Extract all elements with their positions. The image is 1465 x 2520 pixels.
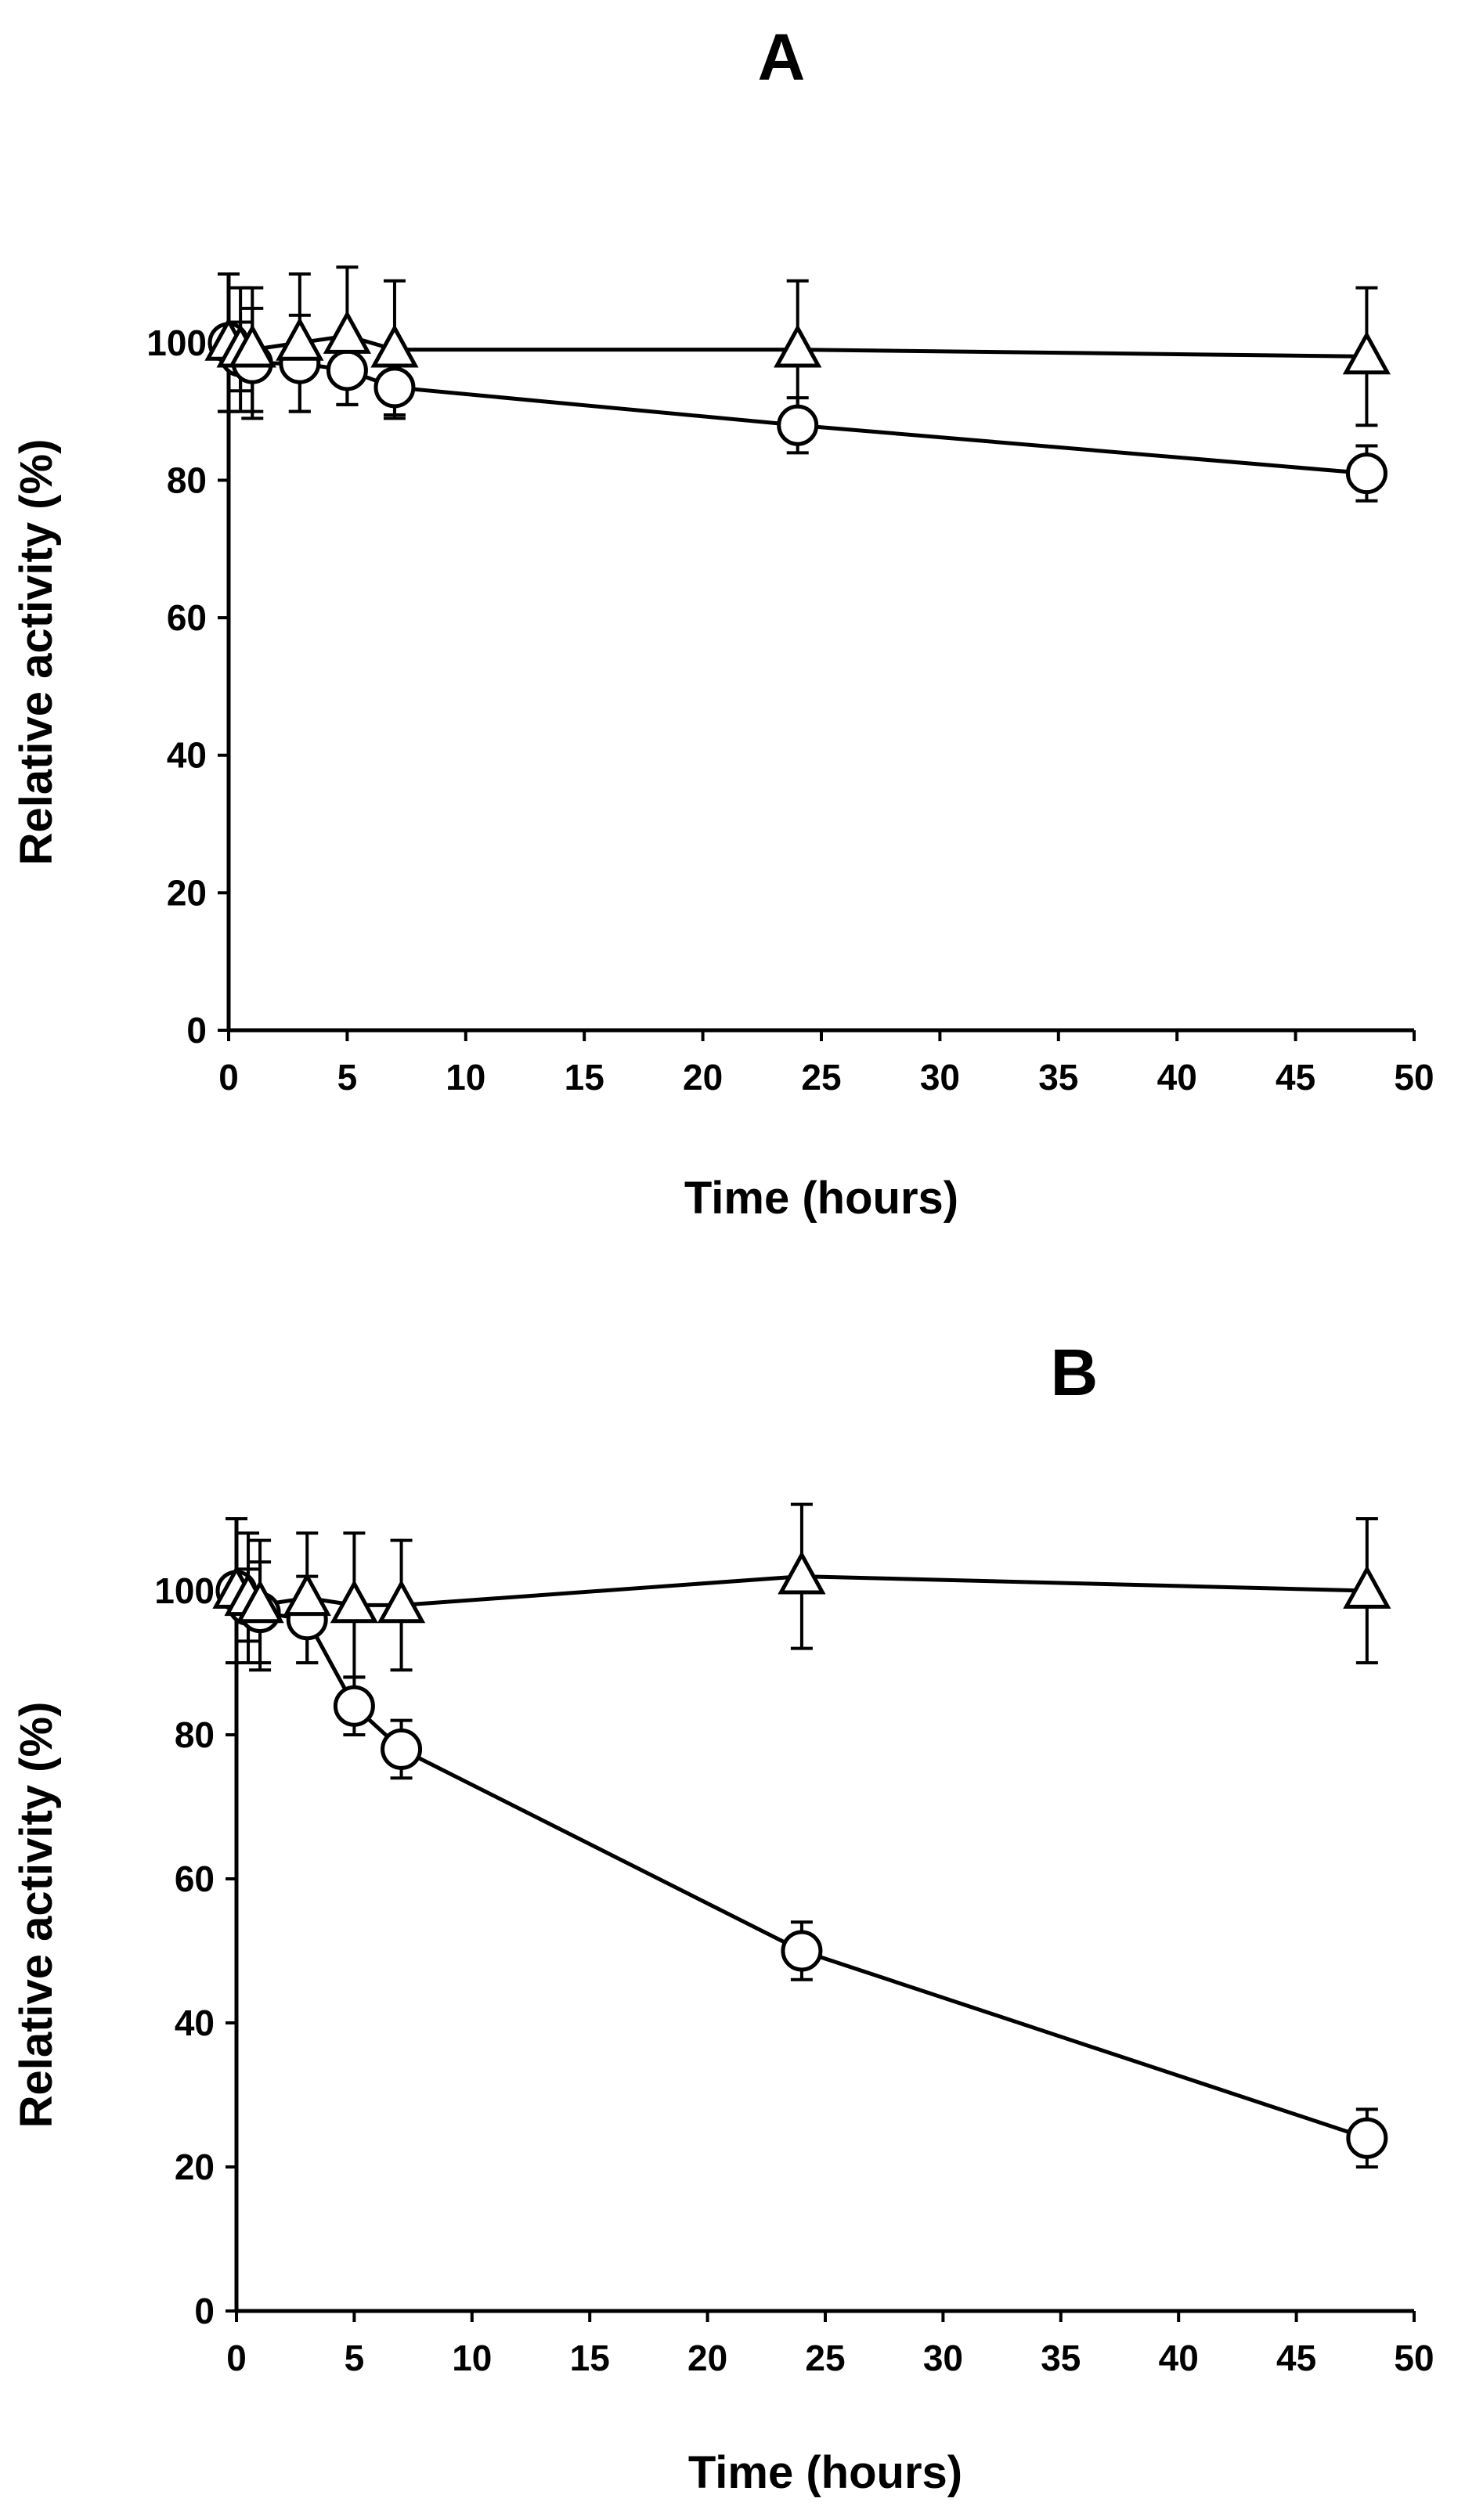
chart-title: B [1051,1336,1099,1409]
y-tick-label: 20 [167,872,207,913]
x-tick-label: 30 [923,2338,963,2378]
y-tick-label: 80 [167,460,207,500]
x-tick-label: 35 [1038,1057,1078,1098]
triangle-marker [283,1572,331,1617]
x-tick-label: 30 [920,1057,960,1098]
x-tick-label: 5 [345,2338,365,2378]
triangle-marker [370,323,419,368]
triangle-marker [276,317,324,361]
y-axis-label: Relative activity (%) [11,439,62,866]
y-tick-label: 60 [175,1858,215,1899]
circle-marker [326,349,368,391]
x-tick-label: 45 [1276,2338,1316,2378]
chart-title: A [758,20,806,94]
x-tick-label: 20 [687,2338,727,2378]
circle-marker [333,1685,375,1727]
y-tick-label: 100 [154,1570,215,1611]
x-tick-label: 50 [1394,1057,1434,1098]
triangle-marker [1342,330,1391,375]
x-tick-label: 20 [683,1057,723,1098]
triangle-marker [330,1579,379,1624]
circle-marker [1345,452,1387,495]
x-tick-label: 5 [337,1057,358,1098]
y-tick-label: 0 [186,1010,207,1051]
x-tick-label: 40 [1159,2338,1199,2378]
x-tick-label: 10 [446,1057,485,1098]
triangle-marker [778,1550,826,1595]
x-tick-label: 35 [1041,2338,1081,2378]
x-tick-label: 25 [805,2338,845,2378]
x-tick-label: 45 [1276,1057,1315,1098]
circle-marker [777,404,819,446]
y-tick-label: 60 [167,597,207,638]
y-tick-label: 40 [167,735,207,776]
x-tick-label: 40 [1157,1057,1197,1098]
triangle-marker [228,323,276,368]
circles-series-line [235,1589,1368,2140]
x-tick-label: 0 [218,1057,239,1098]
y-tick-label: 40 [175,2003,215,2043]
triangle-marker [377,1579,426,1624]
y-tick-label: 100 [146,323,207,363]
triangle-marker [774,323,822,368]
x-tick-label: 0 [226,2338,247,2378]
triangle-marker [1343,1565,1391,1609]
x-tick-label: 25 [801,1057,841,1098]
x-axis-label: Time (hours) [688,2447,962,2498]
y-tick-label: 80 [175,1714,215,1755]
circle-marker [781,1930,823,1972]
x-axis-label: Time (hours) [684,1173,958,1224]
x-tick-label: 50 [1394,2338,1434,2378]
x-tick-label: 10 [452,2338,492,2378]
y-tick-label: 20 [175,2147,215,2187]
x-tick-label: 15 [570,2338,610,2378]
y-tick-label: 0 [194,2291,215,2331]
chart-panel-b: B 0 20 40 60 80 100 0 5 10 15 20 25 30 35 40 45 50 Time (h… [11,1336,1434,2498]
triangle-marker [236,1579,284,1624]
chart-panel-a: A 0 20 40 60 80 100 0 5 10 15 20 25 30 35 40 45 50 Time (h… [11,20,1434,1224]
x-tick-label: 15 [565,1057,604,1098]
y-axis-label: Relative activity (%) [11,1702,62,2129]
circle-marker [1346,2117,1388,2159]
triangle-marker [323,310,372,354]
circle-marker [381,1728,423,1770]
circle-marker [373,366,416,409]
